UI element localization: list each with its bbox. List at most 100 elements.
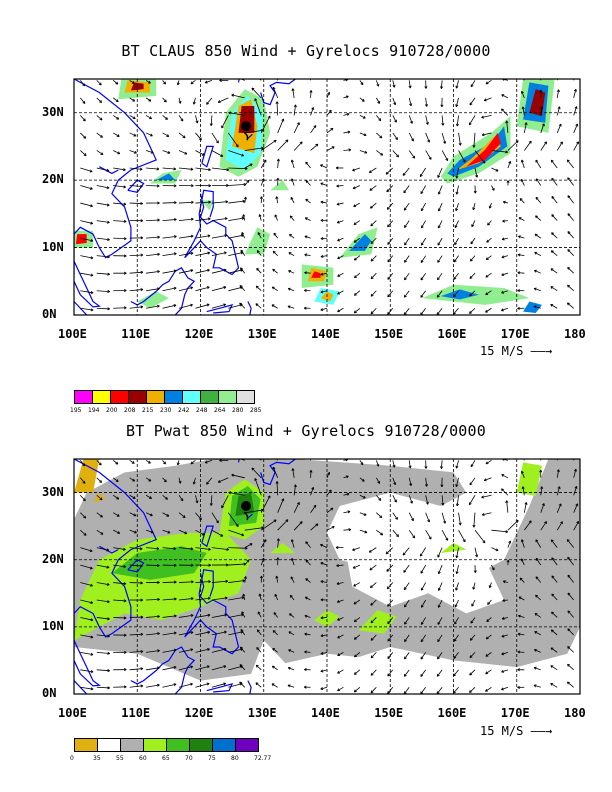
wind-arrow	[211, 167, 230, 172]
wind-arrow	[556, 486, 561, 496]
wind-arrow	[211, 268, 227, 274]
wind-arrow	[533, 684, 541, 688]
x-tick-label: 170E	[500, 327, 530, 341]
wind-arrow	[424, 460, 428, 469]
wind-arrow	[403, 582, 410, 591]
wind-arrow	[275, 481, 279, 496]
panel-1-title: BT CLAUS 850 Wind + Gyrelocs 910728/0000	[121, 42, 491, 60]
y-tick-label: 30N	[42, 484, 64, 499]
wind-arrow	[195, 529, 205, 536]
x-tick-label: 150E	[374, 327, 404, 341]
wind-arrow	[518, 217, 525, 221]
wind-arrow	[320, 290, 328, 294]
wind-arrow	[556, 521, 563, 531]
wind-arrow	[113, 633, 127, 637]
wind-arrow	[260, 539, 267, 548]
wind-arrow	[491, 150, 509, 154]
wind-arrow	[272, 630, 278, 636]
wind-arrow	[437, 547, 443, 558]
wind-arrow	[162, 80, 166, 85]
wind-arrow	[408, 150, 416, 159]
wind-arrow	[386, 564, 394, 572]
wind-arrow	[211, 682, 227, 688]
wind-arrow	[518, 235, 525, 239]
wind-arrow	[337, 686, 344, 692]
wind-arrow	[556, 469, 560, 478]
wind-arrow	[272, 86, 279, 99]
wind-arrow	[567, 249, 574, 256]
wind-arrow	[519, 198, 525, 204]
coastline	[206, 303, 234, 314]
wind-arrow	[113, 650, 127, 654]
wind-arrow	[228, 111, 245, 116]
wind-arrow	[469, 255, 476, 262]
wind-arrow	[453, 634, 459, 642]
wind-arrow	[256, 250, 262, 256]
coastline	[247, 301, 252, 315]
pwat-field	[440, 542, 467, 553]
wind-arrow	[257, 232, 262, 239]
wind-arrow	[335, 546, 344, 550]
wind-arrow	[305, 198, 311, 204]
wind-arrow	[353, 307, 361, 314]
wind-arrow	[567, 646, 574, 653]
wind-arrow	[320, 218, 328, 222]
wind-arrow	[326, 109, 332, 116]
wind-arrow	[289, 613, 295, 618]
gyre-track	[243, 511, 249, 521]
wind-arrow	[387, 290, 394, 298]
wind-arrow	[469, 307, 476, 314]
wind-arrow	[501, 290, 509, 294]
wind-arrow	[524, 140, 532, 151]
wind-arrow	[113, 202, 127, 206]
wind-arrow	[113, 271, 127, 275]
legend-swatch	[236, 390, 255, 404]
wind-arrow	[293, 484, 297, 496]
wind-arrow	[211, 132, 219, 144]
wind-arrow	[550, 629, 558, 636]
wind-arrow	[162, 665, 177, 671]
wind-arrow	[420, 652, 426, 660]
wind-arrow	[178, 97, 182, 104]
wind-arrow	[566, 539, 574, 548]
wind-arrow	[145, 115, 152, 120]
wind-arrow	[96, 512, 103, 518]
y-tick-label: 30N	[42, 104, 64, 119]
wind-arrow	[80, 669, 94, 674]
wind-arrow	[195, 184, 211, 188]
wind-arrow	[231, 93, 245, 99]
wind-arrow	[573, 141, 579, 151]
wind-arrow	[455, 477, 459, 487]
wind-arrow	[550, 250, 558, 256]
wind-arrow	[455, 115, 459, 127]
wind-arrow	[473, 185, 477, 194]
wind-arrow	[420, 582, 427, 591]
wind-arrow	[277, 139, 289, 151]
wind-arrow	[392, 80, 396, 88]
coastline	[99, 166, 119, 175]
wind-arrow	[260, 495, 271, 513]
wind-arrow	[162, 563, 177, 567]
wind-arrow	[96, 599, 110, 604]
wind-arrow	[242, 593, 246, 601]
wind-arrow	[387, 617, 394, 625]
wind-arrow	[370, 255, 377, 262]
wind-arrow	[276, 158, 280, 169]
wind-arrow	[517, 253, 525, 257]
wind-arrow	[523, 502, 528, 513]
wind-arrow	[520, 558, 525, 566]
wind-arrow	[337, 255, 344, 260]
wind-arrow	[290, 159, 295, 169]
wind-arrow	[211, 579, 229, 583]
wind-arrow	[540, 106, 544, 116]
wind-arrow	[369, 564, 377, 571]
wind-arrow	[303, 685, 311, 689]
x-tick-label: 160E	[437, 706, 467, 720]
wind-arrow	[573, 468, 577, 478]
coastline	[247, 680, 252, 694]
wind-arrow	[453, 255, 459, 263]
wind-arrow	[573, 106, 578, 116]
wind-arrow	[129, 512, 137, 517]
wind-arrow	[129, 632, 144, 636]
wind-arrow	[440, 460, 444, 469]
